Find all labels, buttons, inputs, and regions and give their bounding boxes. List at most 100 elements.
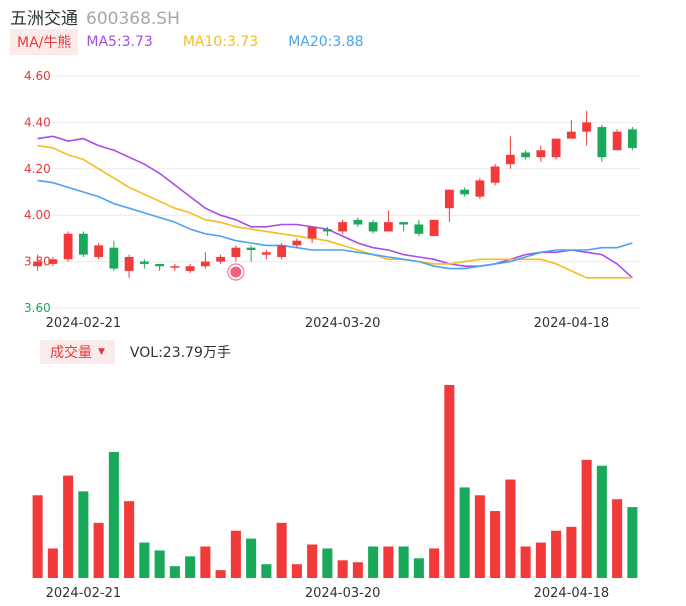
candle xyxy=(368,219,378,234)
stock-code: 600368.SH xyxy=(86,9,180,29)
candle xyxy=(353,217,363,227)
volume-bar xyxy=(139,542,150,578)
candle xyxy=(429,219,439,237)
price-axis: 4.60 4.40 4.20 4.00 3.80 3.60 xyxy=(24,69,51,315)
volume-bar xyxy=(505,479,516,578)
candle-body xyxy=(490,166,500,183)
candle-body xyxy=(460,189,470,195)
candle-body xyxy=(612,131,622,151)
candle xyxy=(155,263,165,271)
candle-body xyxy=(566,131,576,139)
candle-body xyxy=(200,261,210,267)
candle xyxy=(63,231,73,262)
x-tick-label: 2024-03-20 xyxy=(305,316,381,331)
candle xyxy=(521,150,531,160)
candle-body xyxy=(170,266,180,268)
candle xyxy=(261,250,271,260)
x-tick-label: 2024-04-18 xyxy=(534,316,610,331)
volume-bar xyxy=(627,507,638,578)
candle-body xyxy=(63,233,73,260)
volume-bar xyxy=(215,570,226,578)
ma-indicator-selector[interactable]: MA/牛熊 xyxy=(10,29,79,55)
candle-body xyxy=(322,229,332,232)
ma5-legend-label: MA5:3.73 xyxy=(86,34,153,50)
volume-bar xyxy=(581,459,592,578)
volume-bar xyxy=(368,546,379,578)
volume-bar xyxy=(154,550,165,578)
candle xyxy=(414,219,424,237)
candle xyxy=(582,110,592,146)
ma5-line xyxy=(37,135,633,279)
candle-body xyxy=(353,219,363,225)
candle xyxy=(322,226,332,237)
volume-bar xyxy=(185,556,196,578)
caret-down-icon: ▼ xyxy=(98,347,105,357)
candle-body xyxy=(551,138,561,158)
stock-name: 五洲交通 xyxy=(10,9,78,29)
ma10-line xyxy=(37,144,633,279)
candle-body xyxy=(261,252,271,255)
candle-body xyxy=(597,127,607,158)
candle xyxy=(627,127,637,151)
volume-bar xyxy=(291,564,302,578)
candle xyxy=(231,245,241,262)
x-tick-label: 2024-03-20 xyxy=(305,586,381,601)
volume-bar xyxy=(307,544,318,578)
candle-body xyxy=(627,129,637,148)
candle xyxy=(444,189,454,223)
volume-value: VOL:23.79万手 xyxy=(129,345,231,361)
candle xyxy=(566,120,576,139)
price-grid xyxy=(24,75,640,309)
candle xyxy=(48,256,58,267)
candle xyxy=(33,254,43,271)
candle xyxy=(170,263,180,271)
y-tick-label: 4.40 xyxy=(24,115,51,129)
volume-bar xyxy=(246,538,257,578)
candle-body xyxy=(475,180,485,197)
candle xyxy=(338,219,348,234)
candle-body xyxy=(124,256,134,271)
candle-body xyxy=(155,263,165,267)
candle xyxy=(475,178,485,199)
volume-bar xyxy=(352,562,363,578)
bull-marker[interactable] xyxy=(227,263,245,281)
candle xyxy=(109,240,119,271)
volume-indicator-label: 成交量 xyxy=(50,345,92,361)
candle-body xyxy=(48,259,58,264)
candle-body xyxy=(368,222,378,232)
volume-bar xyxy=(612,499,623,578)
candle xyxy=(490,164,500,186)
volume-bar xyxy=(444,385,455,578)
volume-bar xyxy=(459,487,470,578)
volume-legend: 成交量 ▼ VOL:23.79万手 xyxy=(40,340,231,364)
volume-bar xyxy=(535,542,546,578)
candle xyxy=(216,254,226,264)
volume-bar xyxy=(566,526,577,578)
candle-body xyxy=(216,256,226,262)
volume-bar xyxy=(383,546,394,578)
candle xyxy=(612,129,622,151)
x-tick-label: 2024-02-21 xyxy=(46,586,122,601)
candle-body xyxy=(414,224,424,234)
candle xyxy=(277,243,287,260)
volume-bar xyxy=(337,560,348,578)
volume-indicator-selector[interactable]: 成交量 ▼ xyxy=(40,340,115,364)
x-tick-label: 2024-04-18 xyxy=(534,586,610,601)
candle xyxy=(399,222,409,232)
volume-bar xyxy=(474,495,485,578)
candle-body xyxy=(307,226,317,239)
volume-bar xyxy=(551,530,562,578)
volume-bars xyxy=(32,385,638,578)
volume-bar xyxy=(322,548,333,578)
y-tick-label: 4.00 xyxy=(24,208,51,222)
volume-bar xyxy=(520,546,531,578)
volume-bar xyxy=(78,491,89,578)
x-tick-label: 2024-02-21 xyxy=(46,316,122,331)
volume-bar xyxy=(230,530,241,578)
candle xyxy=(460,187,470,197)
volume-bar xyxy=(276,522,287,578)
volume-bar xyxy=(596,465,607,578)
candle-body xyxy=(536,150,546,158)
candle-body xyxy=(292,240,302,246)
